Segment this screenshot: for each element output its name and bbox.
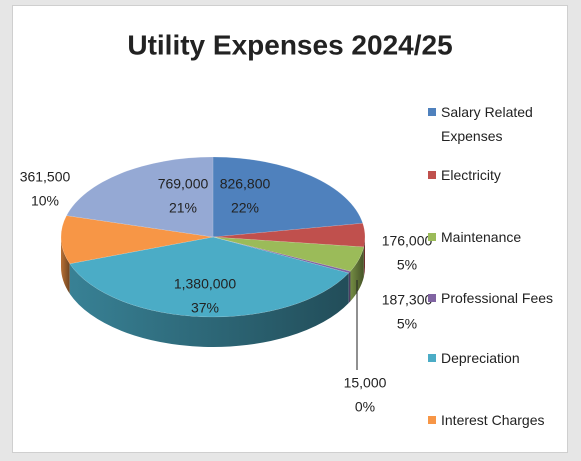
data-label-value: 1,380,000 [174, 276, 236, 292]
legend-swatch [428, 108, 436, 116]
slice-side [61, 237, 70, 294]
slice [212, 156, 364, 238]
data-label-percent: 0% [355, 399, 375, 415]
legend-item: Electricity [428, 163, 560, 187]
slice [69, 236, 350, 318]
legend-swatch [428, 294, 436, 302]
legend-swatch [428, 171, 436, 179]
legend-label: Electricity [441, 167, 501, 183]
data-label-percent: 21% [169, 200, 197, 216]
slice-side [69, 263, 349, 348]
legend-item: Interest Charges [428, 408, 560, 432]
legend-swatch [428, 416, 436, 424]
slice [212, 222, 366, 248]
legend-label: Salary Related Expenses [441, 104, 533, 144]
slice [212, 236, 365, 272]
data-label-value: 176,000 [382, 233, 433, 249]
legend-item: Salary Related Expenses [428, 100, 560, 148]
legend-label: Depreciation [441, 350, 520, 366]
legend-label: Interest Charges [441, 412, 545, 428]
legend-item: Professional Fees [428, 286, 560, 310]
legend-swatch [428, 354, 436, 362]
data-label-value: 361,500 [20, 169, 71, 185]
legend-label: Maintenance [441, 229, 522, 245]
data-label-percent: 5% [397, 316, 417, 332]
data-label-percent: 22% [231, 200, 259, 216]
legend-item: Depreciation [428, 346, 560, 370]
slice-side [363, 237, 365, 277]
legend-swatch [428, 233, 436, 241]
data-label-value: 187,300 [382, 292, 433, 308]
slice-side [348, 271, 351, 304]
slice-side [350, 246, 364, 302]
data-label-percent: 10% [31, 193, 59, 209]
data-label-value: 15,000 [344, 375, 387, 391]
legend-item: Maintenance [428, 225, 560, 249]
data-label-value: 769,000 [158, 176, 209, 192]
slice [60, 215, 214, 265]
data-label-percent: 5% [397, 257, 417, 273]
slice [66, 156, 214, 238]
chart-title: Utility Expenses 2024/25 [127, 29, 452, 60]
slice [212, 236, 351, 274]
legend-label: Professional Fees [441, 290, 554, 306]
data-label-percent: 37% [191, 300, 219, 316]
data-label-value: 826,800 [220, 176, 271, 192]
